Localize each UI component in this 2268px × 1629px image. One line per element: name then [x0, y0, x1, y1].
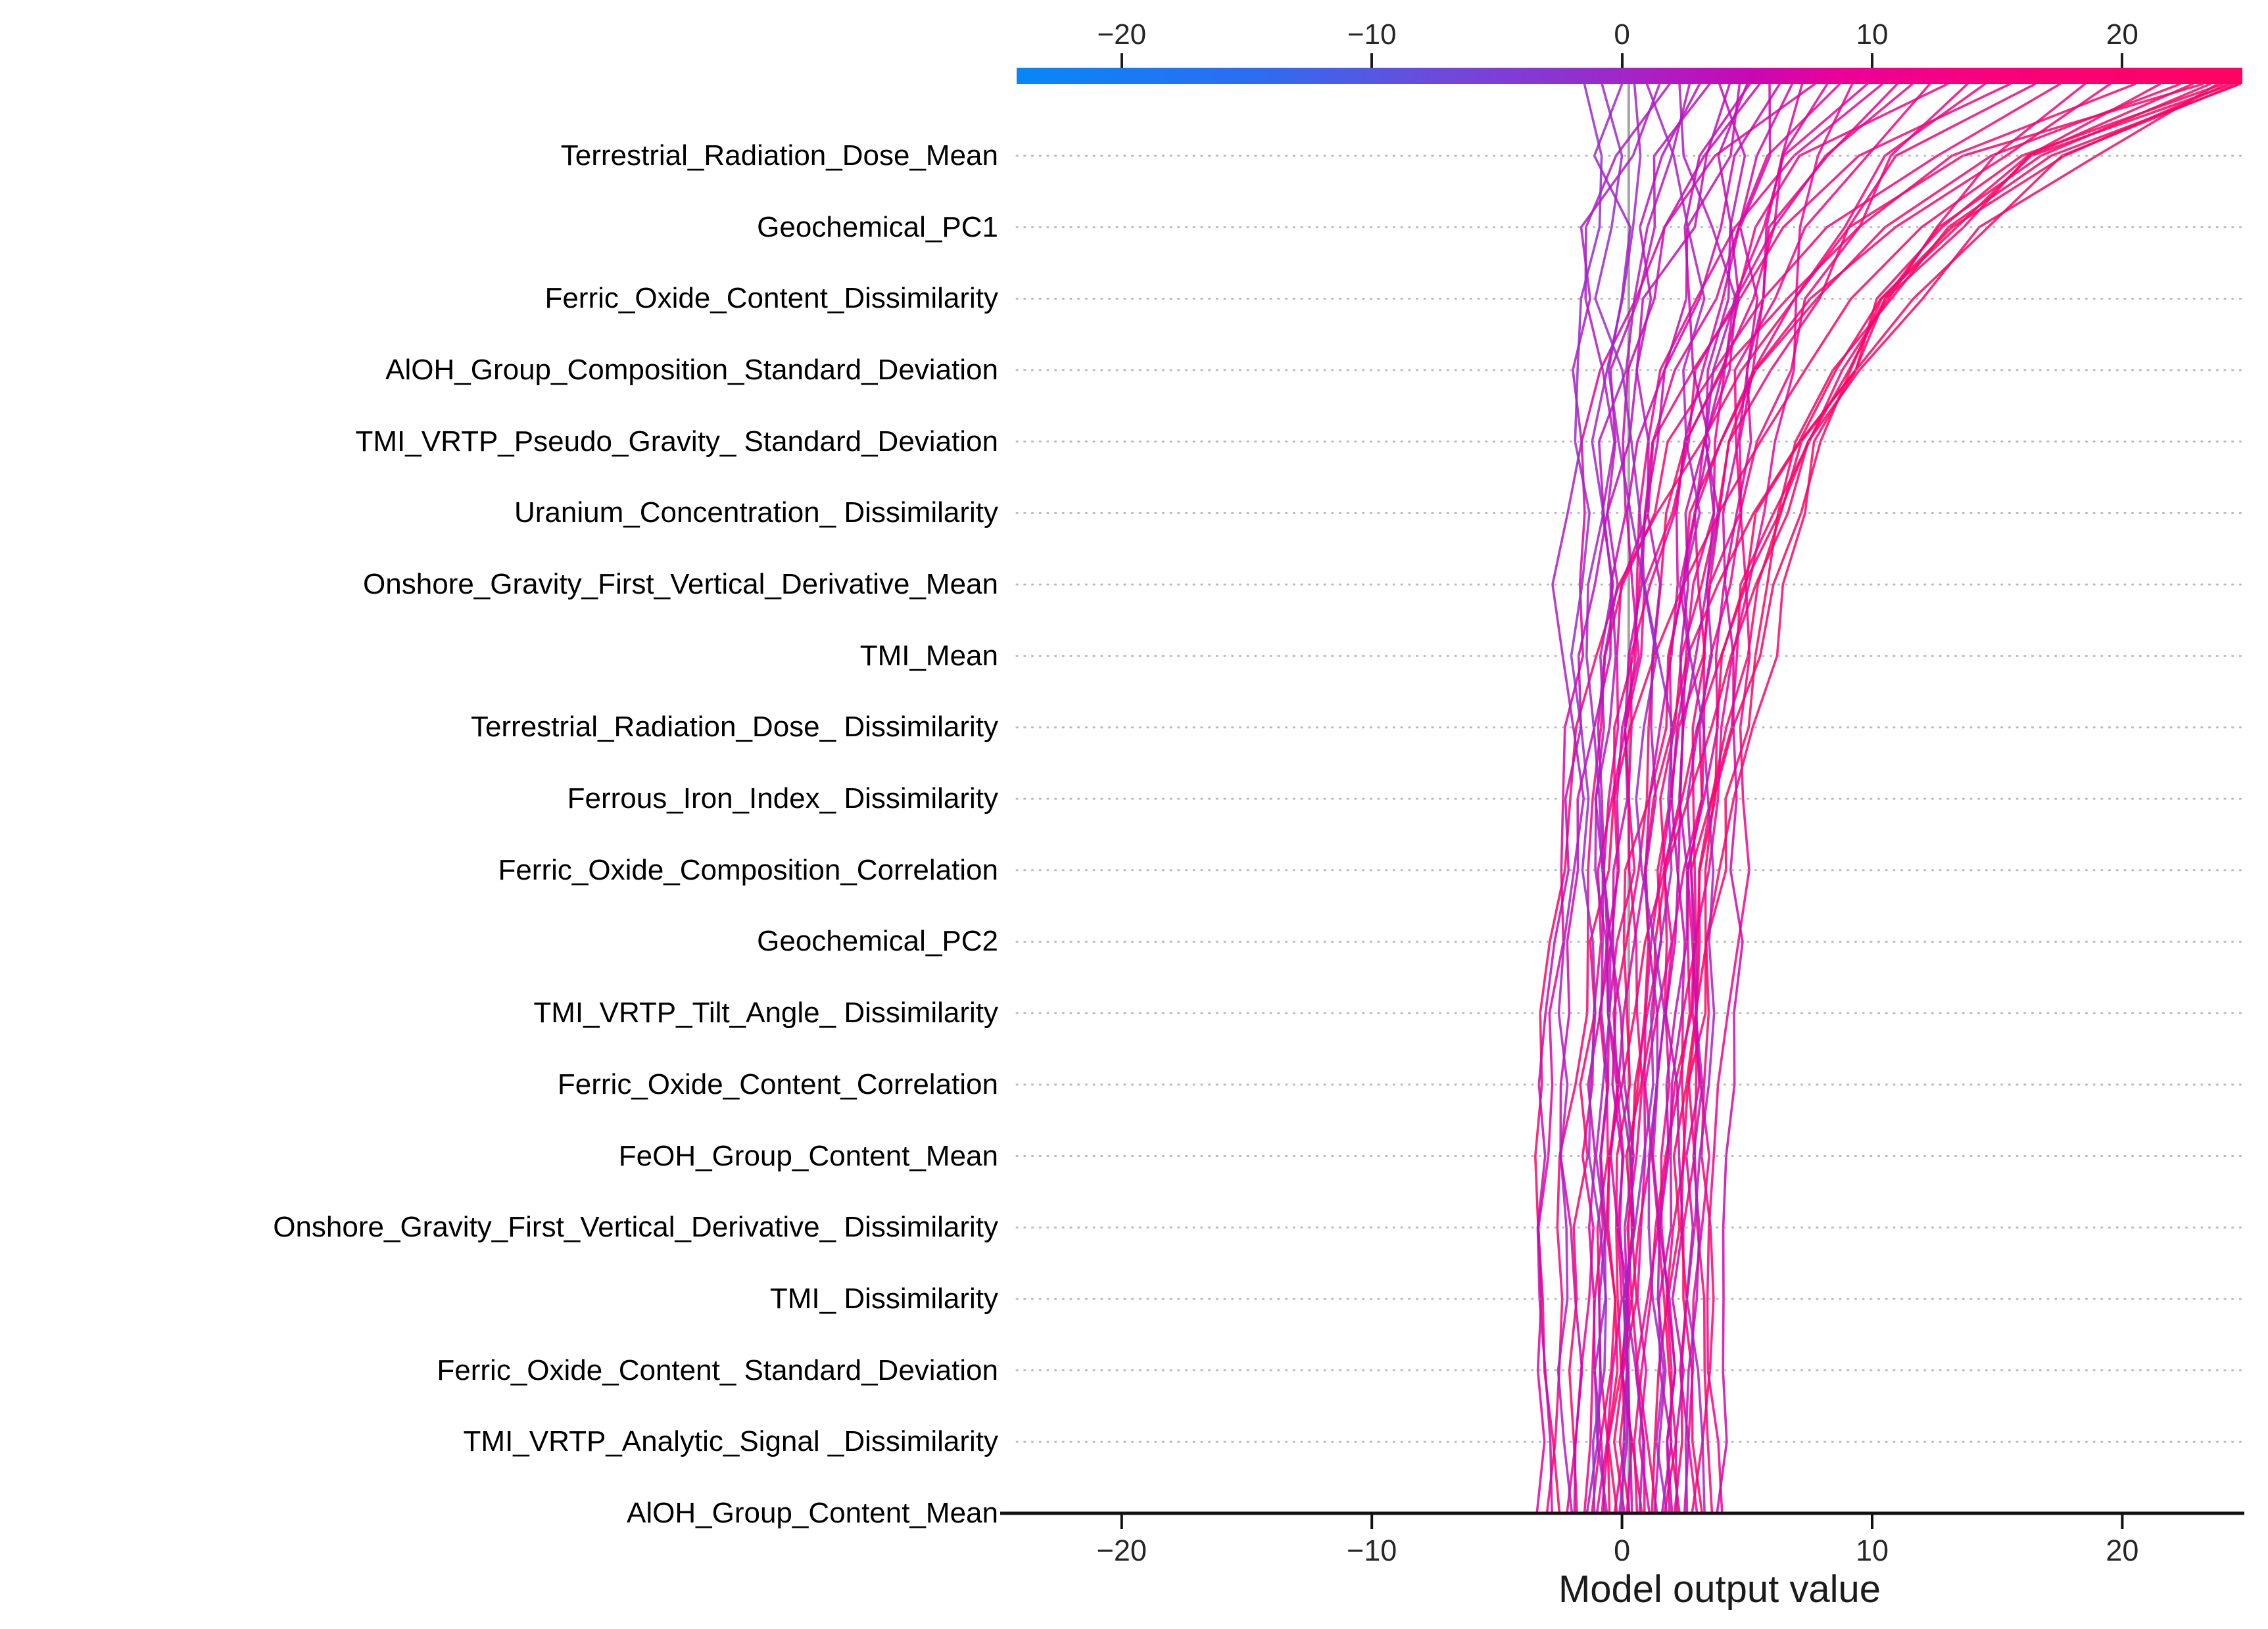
feature-label: Ferric_Oxide_Content_Correlation	[557, 1068, 998, 1100]
top-axis-tick-label: −20	[1097, 18, 1147, 51]
sample-decision-path	[1664, 83, 1749, 1515]
top-axis-tick-label: 0	[1614, 18, 1630, 51]
top-axis-tick-mark	[1870, 53, 1873, 68]
top-axis-tick-label: 20	[2106, 18, 2138, 51]
feature-label: Terrestrial_Radiation_Dose_Mean	[560, 139, 998, 172]
feature-label: TMI_VRTP_Analytic_Signal _Dissimilarity	[463, 1425, 998, 1458]
sample-decision-path	[1570, 83, 1608, 1515]
sample-decision-path	[1645, 83, 1716, 1515]
x-axis-title: Model output value	[1558, 1568, 1881, 1611]
feature-label: FeOH_Group_Content_Mean	[618, 1139, 998, 1172]
bottom-axis-tick-label: −20	[1096, 1534, 1147, 1567]
feature-label: Terrestrial_Radiation_Dose_ Dissimilarit…	[470, 711, 998, 744]
bottom-axis-tick-label: 20	[2106, 1534, 2139, 1567]
sample-decision-path	[1566, 83, 1883, 1515]
sample-decision-path	[1682, 83, 2219, 1515]
top-axis-tick-label: 10	[1856, 18, 1889, 51]
feature-label: TMI_ Dissimilarity	[769, 1282, 998, 1315]
sample-decision-path	[1551, 83, 1661, 1515]
feature-label: TMI_VRTP_Pseudo_Gravity_ Standard_Deviat…	[355, 425, 998, 458]
top-axis-tick-mark	[1620, 53, 1624, 68]
top-axis-tick-label: −10	[1347, 18, 1397, 51]
sample-decision-path	[1611, 83, 1741, 1515]
top-axis-tick-mark	[1120, 53, 1123, 68]
feature-label: TMI_Mean	[859, 639, 998, 672]
feature-label: Ferric_Oxide_Composition_Correlation	[498, 853, 998, 886]
feature-label: TMI_VRTP_Tilt_Angle_ Dissimilarity	[533, 997, 998, 1029]
bottom-axis-tick-label: 10	[1855, 1534, 1889, 1567]
sample-decision-path	[1630, 83, 2037, 1515]
sample-decision-path	[1593, 83, 1668, 1515]
bottom-axis-tick-label: −10	[1347, 1534, 1397, 1567]
sample-decision-path	[1673, 83, 2234, 1515]
sample-decision-path	[1594, 83, 1674, 1515]
feature-label: AlOH_Group_Composition_Standard_Deviatio…	[385, 354, 998, 387]
top-axis-tick-mark	[2121, 53, 2124, 68]
feature-label: Geochemical_PC2	[757, 925, 998, 958]
feature-label: Geochemical_PC1	[757, 210, 998, 243]
feature-label: Ferrous_Iron_Index_ Dissimilarity	[567, 782, 998, 815]
sample-decision-path	[1716, 83, 1772, 1515]
feature-label: AlOH_Group_Content_Mean	[627, 1496, 998, 1529]
feature-label: Onshore_Gravity_First_Vertical_Derivativ…	[273, 1211, 998, 1244]
feature-label: Ferric_Oxide_Content_Dissimilarity	[544, 282, 998, 315]
feature-label: Onshore_Gravity_First_Vertical_Derivativ…	[363, 568, 998, 601]
bottom-axis-tick-label: 0	[1614, 1534, 1631, 1567]
sample-decision-path	[1706, 83, 1931, 1515]
top-axis-tick-mark	[1370, 53, 1374, 68]
feature-label: Ferric_Oxide_Content_ Standard_Deviation	[437, 1354, 998, 1386]
sample-decision-path	[1693, 83, 2087, 1515]
feature-label: Uranium_Concentration_ Dissimilarity	[514, 496, 998, 529]
model-output-colorbar	[1017, 68, 2242, 84]
sample-decision-path	[1536, 83, 1731, 1515]
